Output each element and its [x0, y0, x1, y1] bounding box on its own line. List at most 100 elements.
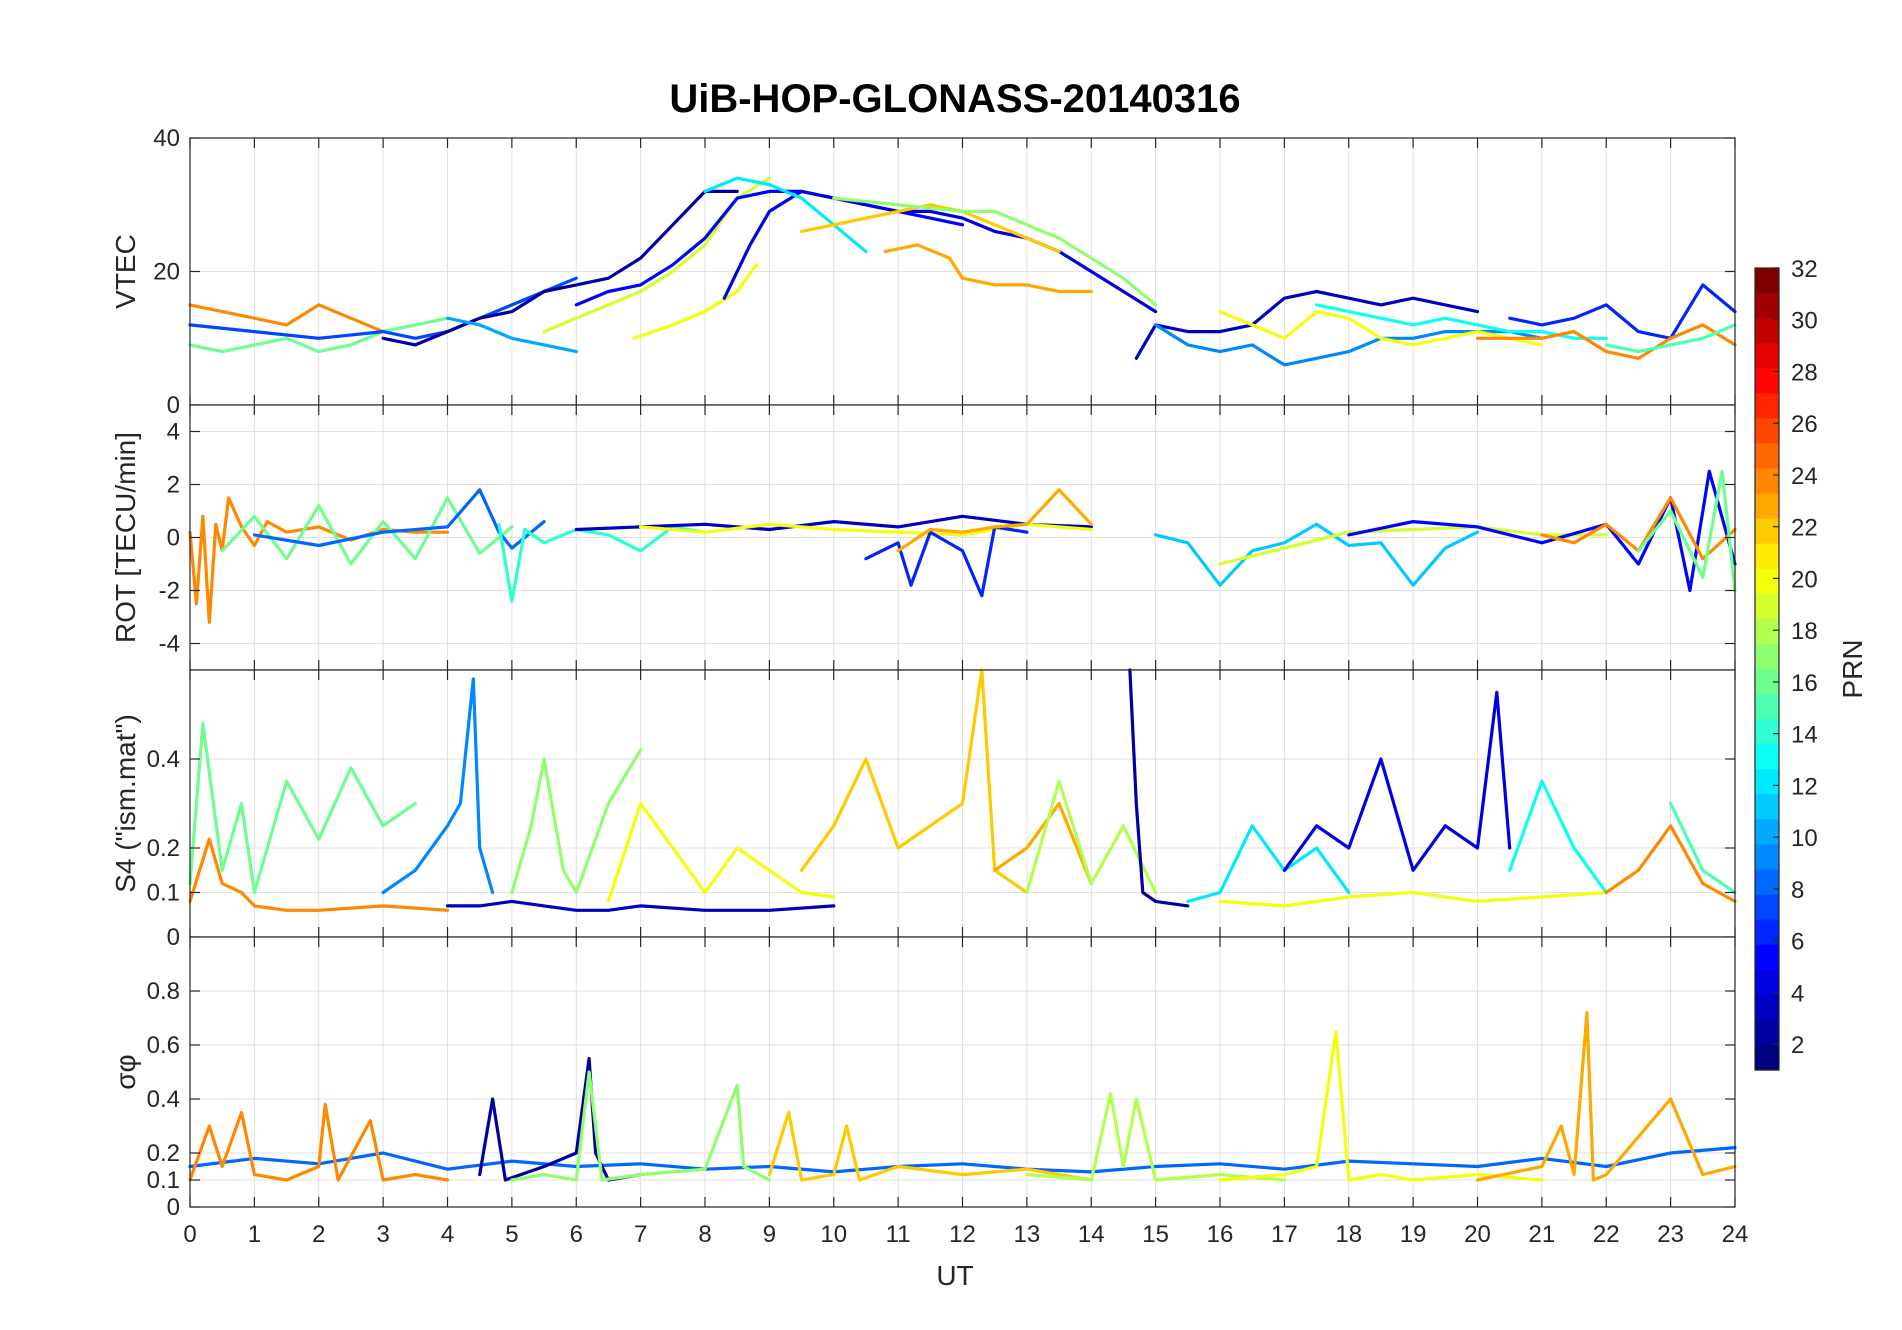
y-tick-label: 0.4 — [147, 1086, 180, 1113]
colorbar-tick-label: 32 — [1791, 256, 1818, 283]
series-prn-5 — [1347, 469, 1737, 593]
x-tick-label: 19 — [1400, 1221, 1427, 1248]
colorbar-segment — [1755, 694, 1779, 720]
series-prn-17 — [832, 196, 1158, 307]
colorbar-segment — [1755, 819, 1779, 846]
x-tick-label: 22 — [1593, 1221, 1620, 1248]
series-prn-24 — [1604, 824, 1737, 904]
series-prn-24 — [188, 1102, 450, 1182]
y-tick-label: 20 — [153, 259, 180, 286]
series-group — [188, 1010, 1737, 1182]
colorbar-tick-label: 24 — [1791, 463, 1818, 490]
x-tick-label: 14 — [1078, 1221, 1105, 1248]
colorbar-segment — [1755, 518, 1779, 545]
x-tick-label: 20 — [1464, 1221, 1491, 1248]
x-tick-label: 18 — [1335, 1221, 1362, 1248]
series-prn-24 — [188, 303, 385, 334]
colorbar-segment — [1755, 1044, 1779, 1071]
panel-s4: 0 0.1 0.2 0.4S4 ("ism.mat") — [110, 668, 1737, 951]
y-axis-label: VTEC — [110, 234, 141, 309]
colorbar-segment — [1755, 568, 1779, 595]
colorbar-tick-label: 2 — [1791, 1032, 1804, 1059]
colorbar-tick-label: 4 — [1791, 980, 1804, 1007]
series-prn-24 — [188, 837, 450, 912]
series-prn-4 — [1282, 690, 1512, 872]
colorbar-tick-label: 6 — [1791, 929, 1804, 956]
x-tick-label: 6 — [570, 1221, 583, 1248]
series-prn-23 — [896, 488, 1093, 553]
colorbar-segment — [1755, 418, 1779, 445]
series-prn-8 — [188, 1145, 1737, 1174]
y-axis-label: ROT [TECU/min] — [110, 432, 141, 643]
colorbar-tick-label: 14 — [1791, 722, 1818, 749]
colorbar-tick-label: 8 — [1791, 877, 1804, 904]
y-tick-label: 0.8 — [147, 978, 180, 1005]
colorbar-segment — [1755, 994, 1779, 1021]
series-prn-2 — [1128, 668, 1190, 908]
colorbar-segment — [1755, 969, 1779, 996]
x-axis-label: UT — [936, 1260, 973, 1291]
y-tick-label: 0 — [167, 525, 180, 552]
series-prn-22 — [799, 203, 1061, 254]
x-tick-label: 9 — [763, 1221, 776, 1248]
series-prn-23 — [883, 243, 1093, 294]
colorbar-segment — [1755, 894, 1779, 921]
colorbar-tick-label: 28 — [1791, 359, 1818, 386]
series-prn-20 — [1218, 1029, 1544, 1182]
colorbar-frame — [1754, 267, 1780, 1071]
series-prn-2 — [381, 189, 739, 347]
colorbar-segment — [1755, 493, 1779, 520]
series-prn-20 — [606, 801, 836, 904]
series-prn-22 — [767, 1110, 1093, 1182]
x-tick-labels: 0 1 2 3 4 5 6 7 8 9 10 11 12 13 14 15 16 17 18 19 20 21 22 23 24 — [183, 1221, 1748, 1248]
series-group — [188, 668, 1737, 912]
series-prn-2 — [478, 1056, 643, 1182]
x-tick-label: 8 — [698, 1221, 711, 1248]
series-prn-12 — [703, 176, 868, 254]
colorbar-segment — [1755, 468, 1779, 495]
x-tick-label: 23 — [1657, 1221, 1684, 1248]
colorbar-tick-label: 20 — [1791, 566, 1818, 593]
colorbar-tick-label: 26 — [1791, 411, 1818, 438]
series-prn-16 — [1636, 469, 1737, 593]
series-prn-20 — [632, 263, 759, 340]
series-prn-16 — [188, 316, 450, 354]
x-tick-label: 11 — [886, 1221, 911, 1248]
series-prn-3 — [574, 514, 1093, 532]
x-tick-label: 24 — [1722, 1221, 1749, 1248]
x-tick-label: 2 — [312, 1221, 325, 1248]
x-tick-label: 13 — [1014, 1221, 1041, 1248]
x-tick-label: 15 — [1142, 1221, 1169, 1248]
x-tick-label: 7 — [634, 1221, 647, 1248]
y-tick-label: 0.1 — [147, 880, 180, 907]
series-prn-16 — [188, 721, 417, 895]
series-prn-20 — [1218, 890, 1608, 908]
series-prn-18 — [1025, 1091, 1287, 1182]
x-tick-label: 16 — [1207, 1221, 1234, 1248]
colorbar-tick-label: 30 — [1791, 308, 1818, 335]
colorbar-label: PRN — [1837, 639, 1868, 698]
y-tick-label: 0 — [167, 924, 180, 951]
colorbar-segment — [1755, 543, 1779, 570]
panel-rot: -4 -2 0 2 4 ROT [TECU/min] — [110, 404, 1737, 671]
panel-sigma_phi: 00.10.2 0.4 0.6 0.8 σφ — [110, 936, 1737, 1221]
x-tick-label: 4 — [441, 1221, 454, 1248]
series-group — [188, 176, 1737, 367]
colorbar-segment — [1755, 869, 1779, 896]
series-prn-24 — [1475, 323, 1737, 360]
series-prn-11 — [1153, 522, 1480, 587]
series-prn-9 — [381, 677, 495, 895]
colorbar-segment — [1755, 293, 1779, 319]
colorbar-segment — [1755, 343, 1779, 369]
colorbar-segment — [1755, 919, 1779, 946]
colorbar-segment — [1755, 443, 1779, 470]
y-tick-label: 0.2 — [147, 835, 180, 862]
series-prn-15 — [1668, 801, 1737, 895]
series-prn-4 — [722, 189, 1158, 314]
y-tick-label: 0.2 — [147, 1140, 180, 1167]
y-tick-label: 0.4 — [147, 746, 180, 773]
colorbar-segment — [1755, 794, 1779, 820]
y-tick-label: -4 — [159, 631, 180, 658]
